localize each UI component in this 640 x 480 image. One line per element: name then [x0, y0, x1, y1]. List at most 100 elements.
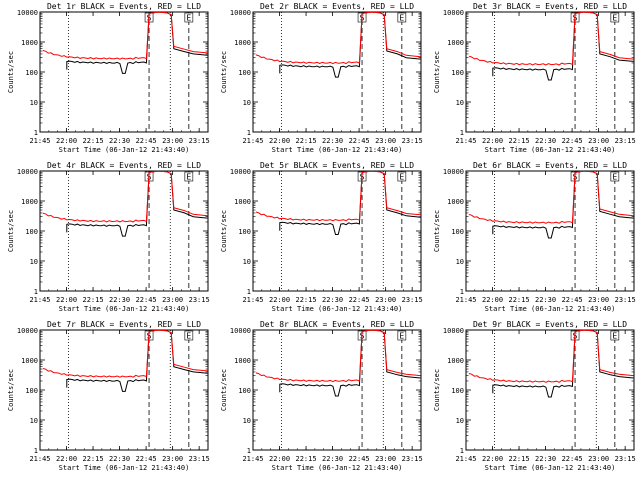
plot-frame	[39, 329, 209, 451]
panel-2: Det 2r BLACK = Events, RED = LLD 1 10 100 10…	[220, 2, 423, 154]
y-axis-label: Counts/sec	[433, 369, 441, 411]
y-tick-label: 10000	[230, 327, 251, 335]
x-tick-label: 23:15	[615, 137, 636, 145]
y-tick-label: 10000	[17, 168, 38, 176]
marker-label-box	[397, 171, 407, 182]
x-tick-label: 23:00	[375, 455, 396, 463]
panel-1: Det 1r BLACK = Events, RED = LLD 1 10 100 10…	[7, 2, 210, 154]
x-tick-label: 22:00	[482, 455, 503, 463]
x-tick-label: 22:15	[296, 455, 317, 463]
x-tick-label: 23:15	[402, 137, 423, 145]
x-tick-label: 21:45	[242, 137, 263, 145]
x-tick-label: 22:00	[482, 296, 503, 304]
x-tick-label: 22:30	[535, 137, 556, 145]
lld-series-line	[255, 12, 421, 65]
x-tick-label: 21:45	[29, 455, 50, 463]
plot-frame	[465, 170, 635, 292]
x-axis-label: Start Time (06-Jan-12 21:43:40)	[272, 305, 403, 313]
x-tick-label: 22:45	[562, 455, 583, 463]
x-tick-label: 22:45	[349, 455, 370, 463]
marker-label-box	[610, 171, 620, 182]
y-axis-label: Counts/sec	[7, 210, 15, 252]
x-tick-label: 22:30	[322, 137, 343, 145]
x-tick-label: 23:00	[588, 296, 609, 304]
y-tick-label: 1	[34, 447, 38, 455]
y-tick-label: 1	[247, 129, 251, 137]
panel-4: Det 4r BLACK = Events, RED = LLD 1 10 100 10…	[7, 161, 210, 313]
panel-title: Det 3r BLACK = Events, RED = LLD	[473, 2, 627, 11]
x-tick-label: 23:00	[375, 137, 396, 145]
marker-label-box	[397, 330, 407, 341]
panel-title: Det 6r BLACK = Events, RED = LLD	[473, 161, 627, 170]
plot-frame	[252, 329, 422, 451]
marker-label-E: E	[612, 14, 617, 23]
plot-frame	[39, 11, 209, 133]
x-tick-label: 23:15	[615, 296, 636, 304]
x-tick-label: 23:00	[588, 137, 609, 145]
x-tick-label: 22:45	[349, 137, 370, 145]
panel-8: Det 8r BLACK = Events, RED = LLD 1 10 100 10…	[220, 320, 423, 472]
y-tick-label: 100	[238, 387, 251, 395]
y-axis-label: Counts/sec	[7, 51, 15, 93]
x-tick-label: 23:00	[375, 296, 396, 304]
y-tick-label: 1	[247, 288, 251, 296]
lld-series-line	[468, 171, 634, 224]
x-tick-label: 22:00	[56, 137, 77, 145]
y-tick-label: 1	[460, 129, 464, 137]
y-tick-label: 10000	[230, 168, 251, 176]
panel-title: Det 9r BLACK = Events, RED = LLD	[473, 320, 627, 329]
y-axis-label: Counts/sec	[433, 51, 441, 93]
y-axis-label: Counts/sec	[7, 369, 15, 411]
x-tick-label: 21:45	[242, 296, 263, 304]
panel-title: Det 7r BLACK = Events, RED = LLD	[47, 320, 201, 329]
panel-title: Det 4r BLACK = Events, RED = LLD	[47, 161, 201, 170]
panel-title: Det 8r BLACK = Events, RED = LLD	[260, 320, 414, 329]
y-tick-label: 10000	[443, 327, 464, 335]
x-tick-label: 22:45	[562, 137, 583, 145]
lld-series-line	[42, 330, 208, 378]
y-axis-label: Counts/sec	[220, 369, 228, 411]
y-tick-label: 100	[451, 69, 464, 77]
y-axis-label: Counts/sec	[433, 210, 441, 252]
x-tick-label: 22:00	[56, 455, 77, 463]
plot-frame	[252, 170, 422, 292]
y-tick-label: 10	[243, 417, 251, 425]
x-tick-label: 22:45	[136, 296, 157, 304]
x-tick-label: 22:45	[136, 137, 157, 145]
panel-title: Det 2r BLACK = Events, RED = LLD	[260, 2, 414, 11]
y-tick-label: 10000	[443, 9, 464, 17]
y-tick-label: 1000	[21, 39, 38, 47]
x-tick-label: 22:15	[83, 137, 104, 145]
x-tick-label: 21:45	[29, 296, 50, 304]
x-tick-label: 23:15	[402, 455, 423, 463]
lld-series-line	[255, 171, 421, 222]
panel-7: Det 7r BLACK = Events, RED = LLD 1 10 100 10…	[7, 320, 210, 472]
panel-9: Det 9r BLACK = Events, RED = LLD 1 10 100 10…	[433, 320, 636, 472]
marker-label-box	[610, 12, 620, 23]
y-tick-label: 1000	[234, 198, 251, 206]
marker-label-E: E	[399, 332, 404, 341]
marker-label-E: E	[399, 173, 404, 182]
x-tick-label: 22:45	[562, 296, 583, 304]
y-tick-label: 1	[34, 129, 38, 137]
x-tick-label: 22:30	[535, 296, 556, 304]
y-tick-label: 1	[247, 447, 251, 455]
x-tick-label: 22:15	[509, 455, 530, 463]
y-axis-label: Counts/sec	[220, 51, 228, 93]
y-tick-label: 1	[460, 288, 464, 296]
x-tick-label: 22:15	[83, 455, 104, 463]
lld-series-line	[42, 171, 208, 223]
plot-frame	[252, 11, 422, 133]
x-tick-label: 22:15	[296, 137, 317, 145]
marker-label-E: E	[186, 14, 191, 23]
lld-series-line	[255, 330, 421, 383]
x-tick-label: 21:45	[455, 137, 476, 145]
x-axis-label: Start Time (06-Jan-12 21:43:40)	[272, 464, 403, 472]
y-tick-label: 1000	[447, 39, 464, 47]
x-tick-label: 21:45	[455, 296, 476, 304]
panel-3: Det 3r BLACK = Events, RED = LLD 1 10 100 10…	[433, 2, 636, 154]
marker-label-E: E	[186, 332, 191, 341]
x-tick-label: 23:15	[402, 296, 423, 304]
x-tick-label: 21:45	[455, 455, 476, 463]
